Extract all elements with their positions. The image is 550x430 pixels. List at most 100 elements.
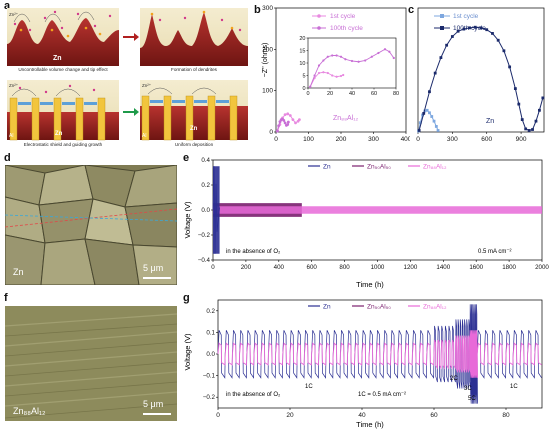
caption-a4: Uniform deposition bbox=[174, 142, 214, 147]
legend-b-1st: 1st cycle bbox=[330, 13, 356, 20]
y-tick-label-b: 200 bbox=[262, 46, 273, 53]
series-line-g-znal12 bbox=[217, 330, 542, 378]
y-tick-label-g: 0.0 bbox=[206, 351, 215, 358]
inset-x-tick-label: 80 bbox=[393, 91, 399, 97]
point-c bbox=[513, 87, 517, 90]
inset-point bbox=[326, 55, 329, 58]
point-c bbox=[433, 71, 437, 75]
annotation-g-current: 1C = 0.5 mA cm⁻² bbox=[358, 392, 406, 398]
panel-label-g: g bbox=[183, 292, 190, 304]
annotation-g-5c: 5C bbox=[468, 396, 476, 402]
point-b bbox=[288, 114, 292, 117]
series-line-g-zn bbox=[217, 304, 542, 404]
caption-a2: Formation of dendrites bbox=[171, 67, 217, 72]
legend-marker-b-100th bbox=[317, 26, 321, 30]
inset-point bbox=[350, 59, 354, 63]
x-tick-label-b: 200 bbox=[336, 136, 347, 143]
inset-x-tick-label: 0 bbox=[306, 91, 309, 97]
panel-label-c: c bbox=[408, 4, 415, 16]
inset-point bbox=[370, 55, 373, 58]
legend-b-100th: 100th cycle bbox=[330, 25, 363, 32]
point-c bbox=[479, 26, 483, 30]
annotation-c: Zn bbox=[486, 118, 494, 125]
inset-point bbox=[313, 74, 316, 77]
inset-point bbox=[322, 71, 325, 74]
point-c bbox=[422, 112, 426, 115]
inset-point bbox=[357, 60, 360, 63]
legend-e: Zn Zn₅₀Al₅₀ Zn₈₈Al₁₂ bbox=[308, 164, 447, 171]
x-tick-label-e: 2000 bbox=[535, 264, 549, 271]
panel-label-b: b bbox=[254, 4, 261, 16]
inset-point bbox=[309, 85, 312, 88]
x-tick-label-e: 600 bbox=[307, 264, 318, 271]
y-tick-label-e: −0.2 bbox=[198, 232, 211, 239]
point-b bbox=[275, 129, 279, 133]
annotation-e-current: 0.5 mA cm⁻² bbox=[478, 249, 512, 255]
x-tick-label-e: 800 bbox=[339, 264, 350, 271]
zn-ion-label: Zn²⁺ bbox=[9, 12, 19, 17]
y-tick-label-g: −0.2 bbox=[203, 394, 216, 401]
point-b bbox=[291, 118, 295, 121]
inset-y-tick-label: 0 bbox=[302, 86, 305, 92]
al-label: Al bbox=[9, 133, 13, 139]
x-tick-label-e: 1400 bbox=[436, 264, 450, 271]
point-c bbox=[418, 121, 422, 125]
inset-point bbox=[317, 64, 321, 67]
point-c bbox=[468, 26, 471, 30]
sem-d-scale: 5 μm bbox=[143, 263, 164, 273]
legend-label-2: Zn₈₈Al₁₂ bbox=[423, 304, 447, 311]
legend-c-1st: 1st cycle bbox=[453, 13, 479, 20]
point-c bbox=[417, 129, 421, 132]
al-label-2: Al bbox=[142, 133, 146, 139]
schematic-uniform: Zn²⁺ Al Zn bbox=[140, 80, 248, 141]
sem-texture-znal bbox=[5, 306, 177, 421]
point-c bbox=[534, 119, 538, 123]
panel-e-chart: 0 200 400 600 800 1000 1200 1400 1600 1800 2000 −0.… bbox=[183, 157, 549, 289]
inset-point bbox=[335, 54, 338, 57]
legend-marker-c-1st bbox=[440, 14, 444, 18]
legend-c-100th: 100th cycle bbox=[453, 25, 486, 32]
point-c bbox=[434, 125, 438, 128]
point-c bbox=[496, 38, 500, 42]
x-tick-label-e: 200 bbox=[241, 264, 252, 271]
inset-point bbox=[342, 73, 345, 77]
y-tick-label-g: −0.1 bbox=[203, 373, 216, 380]
point-c bbox=[517, 102, 521, 106]
x-tick-label-g: 20 bbox=[286, 412, 294, 419]
plot-frame-c bbox=[417, 7, 545, 133]
y-tick-label-b: 300 bbox=[262, 5, 273, 12]
legend-label-2: Zn₈₈Al₁₂ bbox=[423, 164, 447, 171]
point-b bbox=[286, 123, 290, 126]
point-b bbox=[294, 121, 297, 125]
annotation-g-1c-b: 1C bbox=[510, 384, 518, 390]
x-tick-label-e: 1800 bbox=[502, 264, 516, 271]
x-tick-label-e: 400 bbox=[274, 264, 285, 271]
y-tick-label-e: −0.4 bbox=[198, 257, 211, 264]
point-c bbox=[502, 49, 506, 53]
x-tick-label-g: 40 bbox=[358, 412, 366, 419]
point-c bbox=[531, 128, 534, 131]
schematic-bare-zn: Zn²⁺ Zn bbox=[7, 8, 119, 66]
inset-x-tick-label: 60 bbox=[371, 91, 377, 97]
sem-image-znal: Zn₈₈Al₁₂ 5 μm bbox=[5, 306, 177, 421]
panel-g-chart: 0 20 40 60 80 −0.2 −0.1 0.0 0.1 0.2 Time (h) Volt… bbox=[183, 299, 543, 429]
inset-point bbox=[377, 51, 380, 55]
schematic-zn-al: Zn²⁺ Al Zn bbox=[7, 80, 119, 141]
x-tick-label-g: 60 bbox=[430, 412, 438, 419]
y-tick-label-e: 0.4 bbox=[201, 157, 210, 164]
ylabel-g: Voltage (V) bbox=[183, 333, 192, 371]
x-tick-label-b: 0 bbox=[274, 136, 278, 143]
x-tick-label-b: 300 bbox=[368, 136, 379, 143]
inset-point bbox=[339, 74, 343, 78]
point-c bbox=[456, 29, 460, 33]
inset-x-tick-label: 40 bbox=[349, 91, 355, 97]
point-c bbox=[473, 25, 477, 29]
inset-point bbox=[331, 74, 334, 77]
annotation-g-2c: 2C bbox=[450, 376, 458, 382]
point-c bbox=[491, 32, 494, 35]
x-tick-label-e: 0 bbox=[211, 264, 215, 271]
point-c bbox=[462, 27, 466, 31]
schematic-dendrites bbox=[140, 8, 248, 66]
point-c bbox=[428, 111, 431, 115]
zn-ion-label-2: Zn²⁺ bbox=[9, 83, 19, 88]
